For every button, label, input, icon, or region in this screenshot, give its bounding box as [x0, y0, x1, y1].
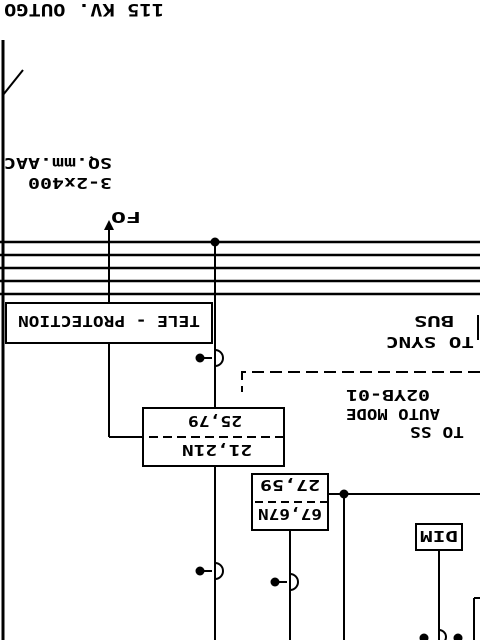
to-ss-label-3: TO SS — [410, 423, 464, 441]
contact-arc-4 — [438, 629, 447, 640]
contact-arc-2 — [214, 562, 224, 580]
tele-protection-label: TELE - PROTECTION — [18, 312, 200, 330]
conductor-label-1: SQ.mm.AAC — [4, 154, 112, 172]
to-sync-label-2: TO SYNC — [386, 333, 474, 351]
feeder-title: 115 KV. OUTGO — [4, 0, 164, 19]
dim-label: DIM — [420, 527, 458, 545]
to-ss-label-1: 02YB-01 — [346, 386, 430, 404]
contact-arc-1 — [214, 349, 224, 367]
contact-dot-4 — [419, 633, 429, 640]
relay2-bottom-label: 67,67N — [258, 505, 322, 523]
dashed-link — [241, 371, 480, 392]
contact-arc-3 — [289, 573, 299, 591]
relay1-top-label: 25,79 — [188, 412, 242, 430]
to-ss-label-2: AUTO MODE — [346, 405, 440, 423]
relay2-top-label: 27,59 — [260, 476, 320, 494]
relay2-box — [251, 473, 329, 531]
to-sync-label-1: BUS — [414, 312, 454, 330]
fo-arrow-icon — [104, 220, 114, 230]
feeder-diagonal — [2, 69, 24, 96]
contact-dot-5 — [453, 633, 463, 640]
fo-label: FO — [111, 208, 141, 226]
conductor-label-2: 3-2x400 — [28, 174, 112, 192]
tele-protection-box — [5, 302, 213, 344]
relay1-bottom-label: 21,21N — [182, 441, 252, 459]
